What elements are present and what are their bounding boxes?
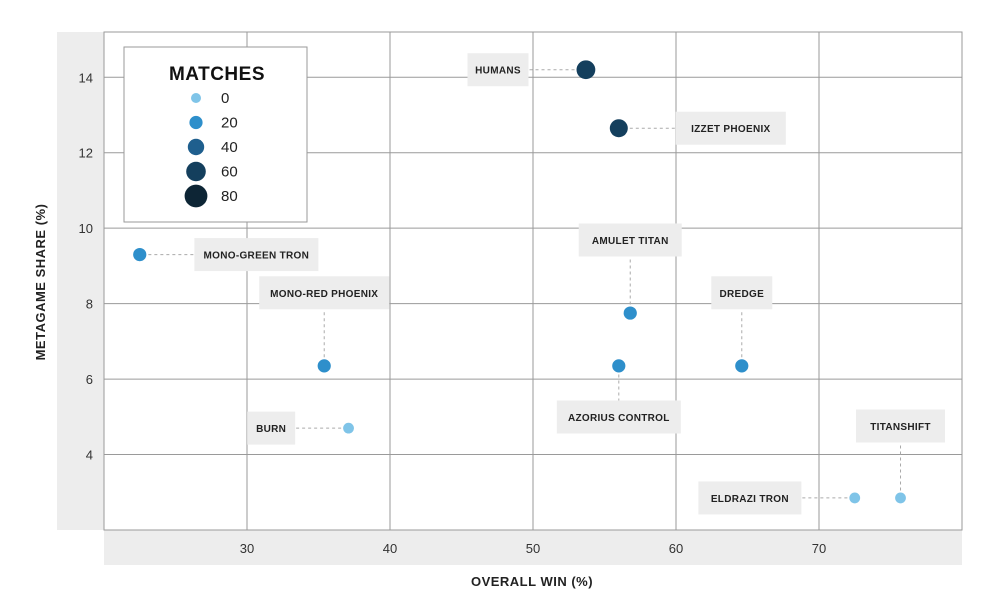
y-tick-label: 14 [79,70,93,85]
data-point [623,306,637,320]
x-axis-ticks: 30 40 50 60 70 [240,541,826,556]
y-tick-label: 12 [79,146,93,161]
point-label-box [247,411,296,445]
legend-marker [186,161,206,182]
point-label: BURN [256,424,286,435]
x-axis-title: OVERALL WIN (%) [471,574,593,589]
point-labels: HUMANS IZZET PHOENIX MONO-GREEN TRON AMULET… [194,53,946,515]
x-tick-label: 60 [669,541,683,556]
leader-lines [148,69,902,499]
data-point [895,492,906,504]
legend-marker [187,138,205,156]
point-label-box [194,238,319,272]
y-axis-band [57,32,104,530]
legend-marker [184,184,208,208]
legend-box [123,46,308,223]
point-label: ELDRAZI TRON [711,494,789,505]
legend-label: 60 [221,164,238,181]
y-tick-label: 6 [86,372,93,387]
point-label: IZZET PHOENIX [691,124,770,135]
point-label-box [467,53,529,87]
legend-label: 20 [221,115,238,132]
y-axis-ticks: 4 6 8 10 12 14 [79,70,93,462]
point-label: HUMANS [475,66,521,77]
data-point [612,359,626,373]
x-tick-label: 50 [526,541,540,556]
point-label-box [578,223,682,257]
x-tick-label: 70 [812,541,826,556]
data-point [343,422,354,434]
x-tick-label: 40 [383,541,397,556]
data-point [735,359,749,373]
data-point [849,492,861,504]
data-point [609,119,628,138]
legend-label: 0 [221,90,229,107]
point-label: AMULET TITAN [592,236,669,247]
legend-label: 80 [221,188,238,205]
point-label-box [259,276,390,310]
point-label: MONO-GREEN TRON [204,251,310,262]
x-axis-band [104,530,962,565]
y-tick-label: 8 [86,297,93,312]
point-label: DREDGE [719,289,764,300]
point-label-box [856,409,946,443]
point-label-box [711,276,773,310]
data-points [133,60,906,504]
legend-label: 40 [221,139,238,156]
axis-bands [57,32,962,565]
point-label: TITANSHIFT [870,422,931,433]
data-point [133,247,147,262]
point-label: AZORIUS CONTROL [568,413,670,424]
legend-marker [189,115,203,130]
legend-title: MATCHES [169,64,265,85]
point-label-box [675,111,786,145]
point-label-box [556,400,681,434]
x-tick-label: 30 [240,541,254,556]
point-label: MONO-RED PHOENIX [270,289,378,300]
y-tick-label: 4 [86,448,93,463]
data-point [576,60,596,80]
y-axis-title: METAGAME SHARE (%) [33,204,48,361]
legend-marker [191,93,201,103]
data-point [317,359,331,373]
legend: MATCHES 0 20 40 60 80 [123,46,308,223]
y-tick-label: 10 [79,221,93,236]
point-label-box [698,481,802,515]
